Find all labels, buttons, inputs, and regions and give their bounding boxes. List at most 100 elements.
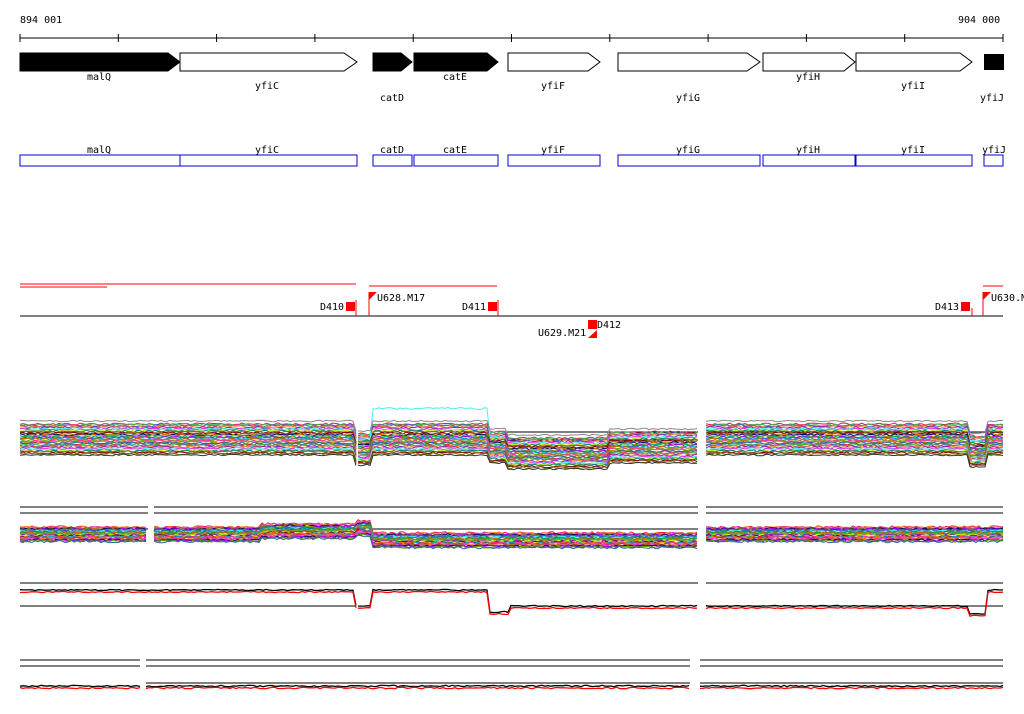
gene-arrow-cate[interactable] — [413, 52, 499, 72]
gene-box-yfih[interactable] — [762, 154, 856, 167]
signal-line — [705, 437, 1004, 453]
signal-line — [19, 452, 357, 465]
gene-box-yfic[interactable] — [179, 154, 358, 167]
signal-line — [19, 448, 357, 461]
feature-label-u628: U628.M17 — [377, 293, 425, 304]
gene-box-malq[interactable] — [19, 154, 181, 167]
signal-line — [19, 528, 147, 532]
feature-flag-u628[interactable] — [369, 292, 377, 300]
ruler-end-label: 904 000 — [958, 15, 1000, 26]
feature-marker-d412[interactable] — [588, 320, 597, 329]
signal-line — [145, 686, 690, 690]
gene-box-cate[interactable] — [413, 154, 499, 167]
signal-line — [19, 424, 357, 437]
gene-box-label: yfiH — [796, 145, 820, 156]
gene-arrow-yfij[interactable] — [984, 54, 1004, 70]
gene-arrow-yfii[interactable] — [855, 52, 973, 72]
gene-arrow-yfif[interactable] — [507, 52, 601, 72]
gene-label: yfiH — [796, 72, 820, 83]
gene-label: yfiG — [676, 93, 700, 104]
signal-line — [699, 686, 1004, 690]
gene-box-track: malQ yfiC catD catE yfiF yfiG yfiH yfiI … — [19, 145, 1006, 167]
signal-line — [357, 432, 698, 450]
signal-track-3 — [19, 582, 1004, 617]
feature-marker-d411[interactable] — [488, 302, 497, 311]
feature-label-d412: D412 — [597, 320, 621, 331]
signal-track-4 — [19, 659, 1004, 690]
signal-line — [19, 426, 357, 440]
signal-line — [19, 590, 357, 608]
gene-box-yfij[interactable] — [983, 154, 1004, 167]
signal-line — [19, 539, 147, 543]
signal-line — [705, 419, 1004, 435]
signal-line — [706, 526, 1004, 530]
feature-marker-d410[interactable] — [346, 302, 355, 311]
gene-label: yfiI — [901, 81, 925, 92]
gene-box-label: yfiJ — [982, 145, 1006, 156]
feature-label-d411: D411 — [462, 302, 486, 313]
signal-line — [19, 430, 357, 442]
gene-box-label: yfiF — [541, 145, 565, 156]
gene-box-label: yfiI — [901, 145, 925, 156]
feature-flag-u629[interactable] — [588, 330, 597, 338]
feature-label-d413: D413 — [935, 302, 959, 313]
signal-line — [19, 684, 141, 688]
signal-line — [705, 427, 1004, 443]
signal-line — [153, 534, 698, 550]
signal-line — [705, 436, 1004, 453]
signal-line — [357, 427, 698, 446]
signal-line — [699, 684, 1004, 688]
gene-box-label: catE — [443, 145, 467, 156]
signal-tracks — [19, 406, 1004, 690]
signal-line — [705, 528, 1004, 533]
signal-line — [357, 442, 698, 460]
gene-arrow-yfig[interactable] — [617, 52, 761, 72]
gene-box-yfii[interactable] — [855, 154, 973, 167]
coordinate-ruler: 894 001 904 000 — [19, 15, 1004, 42]
ruler-ticks — [19, 34, 1004, 42]
signal-line — [145, 684, 690, 688]
signal-line — [357, 424, 698, 442]
signal-line — [705, 450, 1004, 466]
signal-line — [705, 423, 1004, 439]
signal-line — [19, 438, 357, 450]
gene-box-label: yfiC — [255, 145, 279, 156]
signal-line — [19, 588, 357, 606]
gene-label: yfiJ — [980, 93, 1004, 104]
gene-label: malQ — [87, 72, 111, 83]
gene-box-yfig[interactable] — [617, 154, 761, 167]
feature-flag-u630[interactable] — [983, 292, 991, 300]
gene-labels: malQ yfiC catD catE yfiF yfiG yfiH yfiI … — [87, 72, 1004, 104]
signal-line — [153, 520, 698, 536]
feature-marker-d413[interactable] — [961, 302, 970, 311]
gene-arrow-yfih[interactable] — [762, 52, 856, 72]
signal-line — [705, 441, 1004, 457]
signal-track-2 — [19, 506, 1004, 550]
signal-line — [705, 451, 1004, 466]
gene-arrow-yfic[interactable] — [179, 52, 358, 72]
signal-track-1 — [19, 406, 1004, 471]
gene-box-label: catD — [380, 145, 404, 156]
gene-arrow-catd[interactable] — [372, 52, 413, 72]
gene-label: yfiC — [255, 81, 279, 92]
gene-label: catE — [443, 72, 467, 83]
signal-line — [153, 522, 698, 537]
signal-line — [357, 441, 698, 459]
signal-line — [19, 539, 147, 544]
signal-line — [705, 435, 1004, 451]
gene-label: catD — [380, 93, 404, 104]
signal-line — [705, 588, 1004, 615]
signal-line — [19, 686, 141, 690]
signal-line — [19, 453, 357, 466]
signal-line — [19, 445, 357, 457]
signal-line — [358, 590, 698, 616]
signal-line — [358, 419, 698, 437]
gene-box-catd[interactable] — [372, 154, 413, 167]
signal-line — [705, 425, 1004, 441]
gene-box-yfif[interactable] — [507, 154, 601, 167]
signal-line — [705, 443, 1004, 460]
signal-line — [19, 437, 357, 449]
feature-label-d410: D410 — [320, 302, 344, 313]
gene-arrow-malq[interactable] — [19, 52, 181, 72]
